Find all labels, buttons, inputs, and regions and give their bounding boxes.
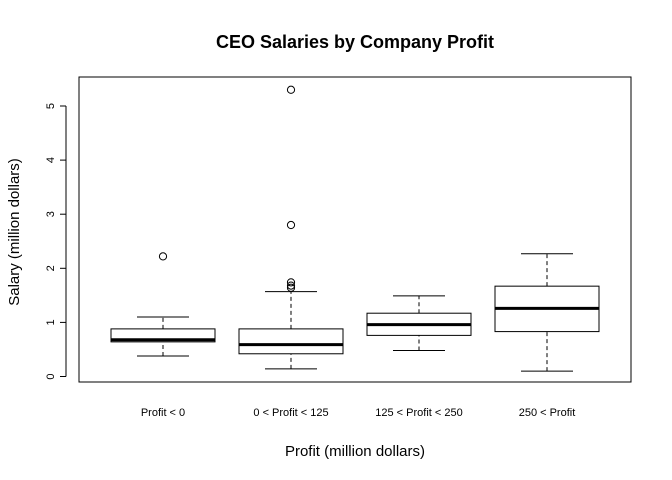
x-tick-label: 125 < Profit < 250: [375, 407, 462, 419]
y-tick-label: 4: [45, 157, 57, 163]
y-tick-label: 2: [45, 265, 57, 271]
outlier-point: [286, 283, 296, 292]
y-tick-label: 3: [45, 211, 57, 217]
outlier-point: [158, 252, 168, 261]
box-3: [366, 295, 472, 352]
plot-frame: [78, 76, 632, 383]
y-axis: 0 1 2 3 4 5: [45, 103, 67, 380]
box-series: [110, 85, 600, 372]
box-4: [494, 253, 600, 372]
outlier-point: [286, 281, 296, 290]
x-tick-label: 0 < Profit < 125: [253, 407, 328, 419]
chart-title: CEO Salaries by Company Profit: [216, 32, 494, 52]
x-tick-label: 250 < Profit: [519, 407, 576, 419]
box-2: [238, 85, 344, 370]
outlier-point: [286, 85, 296, 94]
y-tick-label: 1: [45, 319, 57, 325]
y-tick-label: 5: [45, 103, 57, 109]
x-tick-label: Profit < 0: [141, 407, 185, 419]
x-axis-label: Profit (million dollars): [285, 443, 425, 460]
x-axis-tick-labels: Profit < 0 0 < Profit < 125 125 < Profit <…: [141, 407, 575, 419]
box-1: [110, 252, 216, 357]
y-tick-label: 0: [45, 373, 57, 379]
outlier-point: [286, 278, 296, 287]
y-axis-label: Salary (million dollars): [6, 158, 23, 306]
outlier-point: [286, 220, 296, 230]
box-iqr: [238, 328, 344, 355]
